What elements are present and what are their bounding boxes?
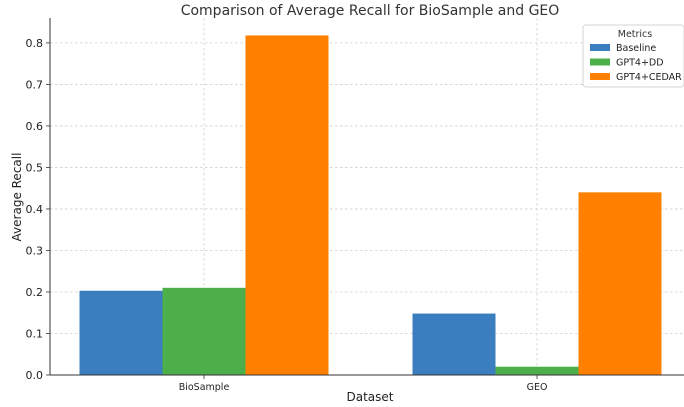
y-tick-label: 0.7 [26,78,44,91]
legend-label: GPT4+DD [616,58,664,69]
legend-label: Baseline [616,43,656,54]
y-tick-label: 0.2 [26,286,44,299]
y-tick-label: 0.1 [26,327,44,340]
x-ticks: BioSample GEO [179,375,548,393]
bar-baseline-biosample [79,290,163,375]
y-ticks: 0.0 0.1 0.2 0.3 0.4 0.5 0.6 0.7 0.8 [26,37,50,382]
bar-gpt4-cedar-biosample [245,35,329,376]
legend-title: Metrics [618,29,653,40]
axes [49,18,684,376]
bars [79,35,662,376]
legend: Metrics Baseline GPT4+DD GPT4+CEDAR [582,24,684,88]
x-tick-label: BioSample [179,382,230,393]
bar-gpt4-dd-geo [495,366,579,375]
legend-box [582,24,684,88]
legend-label: GPT4+CEDAR [616,72,682,83]
x-axis-label: Dataset [347,390,394,404]
legend-swatch [590,44,610,51]
y-tick-label: 0.6 [26,120,44,133]
y-axis-label: Average Recall [10,153,24,242]
bar-gpt4-dd-biosample [162,287,246,375]
y-tick-label: 0.4 [26,203,44,216]
y-tick-label: 0.3 [26,244,44,257]
legend-swatch [590,58,610,66]
legend-swatch [590,73,610,80]
bar-gpt4-cedar-geo [578,192,662,375]
chart-title: Comparison of Average Recall for BioSamp… [181,3,560,19]
bar-baseline-geo [412,313,496,375]
y-tick-label: 0.5 [26,161,44,174]
y-tick-label: 0.8 [26,37,44,50]
x-tick-label: GEO [527,382,548,393]
y-tick-label: 0.0 [26,369,44,382]
